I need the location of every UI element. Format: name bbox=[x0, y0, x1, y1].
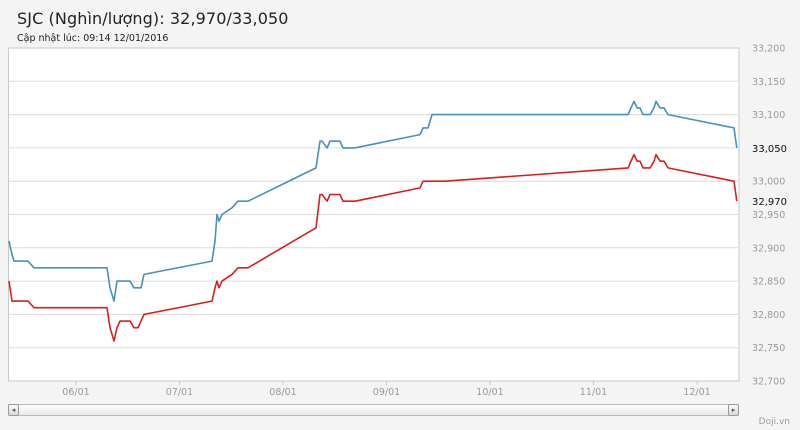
last-value-label-2: 32,970 bbox=[752, 197, 787, 208]
x-tick-label: 11/01 bbox=[580, 387, 607, 398]
arrow-right-icon: ▸ bbox=[731, 406, 736, 414]
y-tick-label: 33,100 bbox=[752, 110, 785, 121]
x-tick-label: 10/01 bbox=[476, 387, 503, 398]
y-tick-label: 32,800 bbox=[752, 310, 785, 321]
last-updated-text: Cập nhật lúc: 09:14 12/01/2016 bbox=[17, 33, 169, 44]
scroll-left-button[interactable]: ◂ bbox=[8, 404, 19, 416]
scroll-right-button[interactable]: ▸ bbox=[728, 404, 739, 416]
last-value-label-1: 33,050 bbox=[752, 144, 787, 155]
x-tick-label: 06/01 bbox=[62, 387, 89, 398]
x-tick-label: 08/01 bbox=[269, 387, 296, 398]
y-tick-label: 32,700 bbox=[752, 377, 785, 388]
chart-scrollbar[interactable]: ◂ ▸ bbox=[8, 404, 739, 416]
y-tick-label: 32,850 bbox=[752, 277, 785, 288]
series-line-2 bbox=[8, 153, 738, 342]
y-tick-label: 33,000 bbox=[752, 177, 785, 188]
x-axis-ticks: 06/01 07/01 08/01 09/01 10/01 11/01 12/01 bbox=[62, 381, 711, 398]
y-tick-label: 33,150 bbox=[752, 77, 785, 88]
x-tick-label: 12/01 bbox=[683, 387, 710, 398]
x-tick-label: 07/01 bbox=[166, 387, 193, 398]
y-tick-label: 32,900 bbox=[752, 243, 785, 254]
arrow-left-icon: ◂ bbox=[11, 406, 16, 414]
series-line-1 bbox=[8, 100, 738, 302]
y-tick-label: 32,750 bbox=[752, 343, 785, 354]
y-tick-label: 32,950 bbox=[752, 210, 785, 221]
x-tick-label: 09/01 bbox=[373, 387, 400, 398]
series-lines bbox=[8, 100, 738, 342]
last-value-labels: 33,050 32,970 bbox=[752, 144, 787, 208]
chart-title: SJC (Nghìn/lượng): 32,970/33,050 bbox=[17, 9, 289, 28]
price-chart: 32,700 32,750 32,800 32,850 32,900 32,950 33,0… bbox=[8, 44, 787, 398]
source-credit: Doji.vn bbox=[758, 417, 790, 427]
y-tick-label: 33,200 bbox=[752, 44, 785, 55]
y-axis-ticks: 32,700 32,750 32,800 32,850 32,900 32,950 33,0… bbox=[752, 44, 785, 388]
